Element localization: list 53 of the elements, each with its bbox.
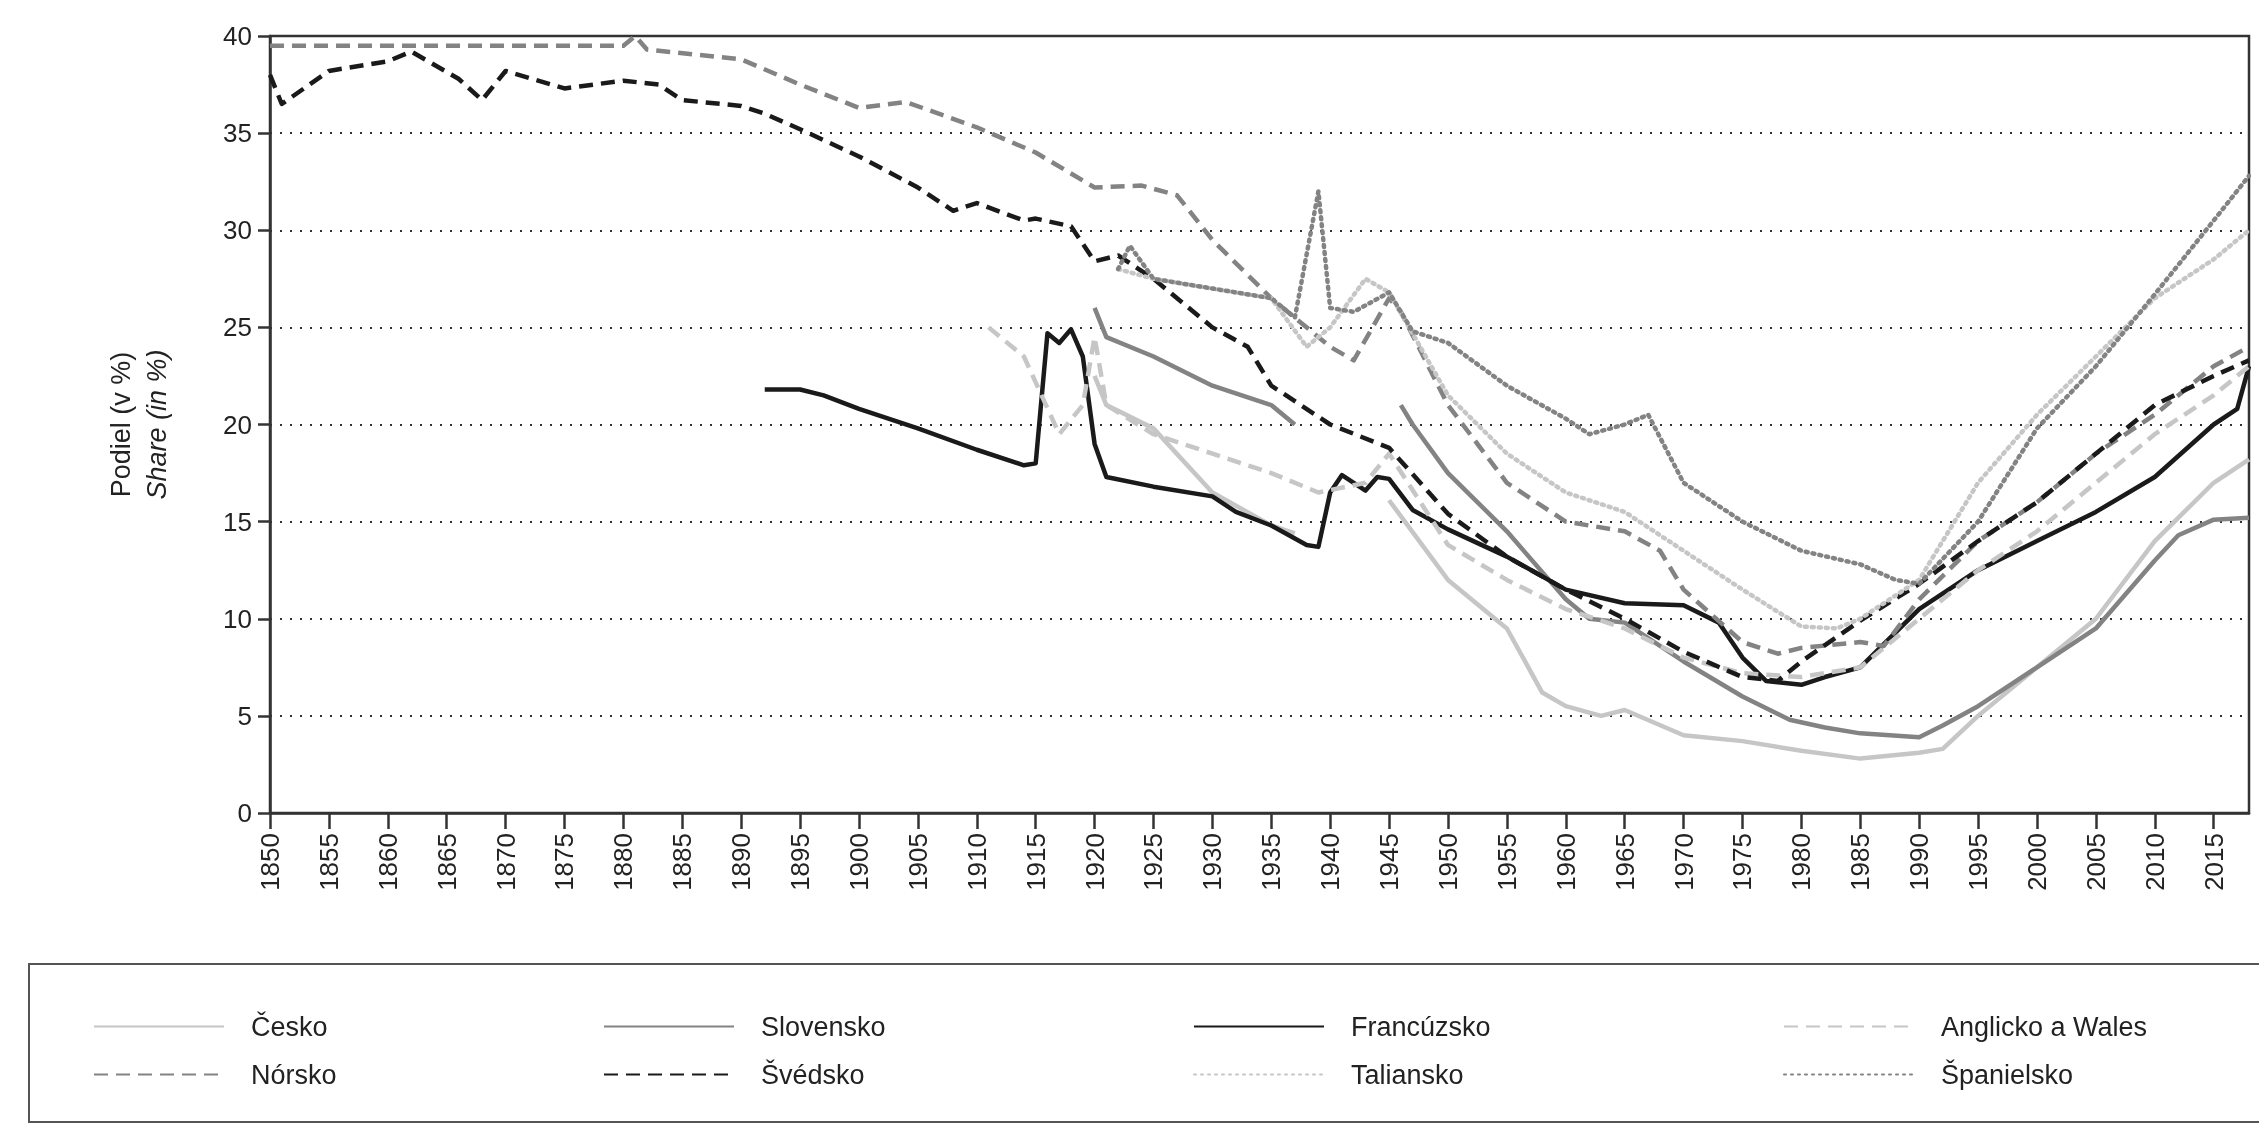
x-tick-label: 1945 (1374, 833, 1405, 891)
y-tick-label: 20 (223, 409, 252, 440)
legend-label: Slovensko (761, 1011, 886, 1042)
x-tick-label: 1865 (431, 833, 462, 891)
x-tick-label: 1880 (608, 833, 639, 891)
y-tick-label: 30 (223, 215, 252, 246)
x-tick-label: 1955 (1491, 833, 1522, 891)
x-tick-label: 1855 (313, 833, 344, 891)
x-tick-label: 1870 (490, 833, 521, 891)
x-tick-label: 1980 (1786, 833, 1817, 891)
x-tick-label: 1910 (961, 833, 992, 891)
x-tick-label: 1885 (667, 833, 698, 891)
legend-label: Francúzsko (1351, 1011, 1491, 1042)
x-tick-label: 1860 (372, 833, 403, 891)
x-tick-label: 1920 (1079, 833, 1110, 891)
legend-label: Taliansko (1351, 1059, 1464, 1090)
x-tick-label: 1925 (1138, 833, 1169, 891)
y-tick-label: 35 (223, 118, 252, 149)
x-tick-label: 1960 (1550, 833, 1581, 891)
x-tick-label: 2000 (2021, 833, 2052, 891)
x-tick-label: 1995 (1963, 833, 1994, 891)
y-tick-label: 10 (223, 603, 252, 634)
legend-label: Anglicko a Wales (1941, 1011, 2148, 1042)
x-tick-label: 1900 (843, 833, 874, 891)
x-tick-label: 1965 (1609, 833, 1640, 891)
x-tick-label: 1975 (1727, 833, 1758, 891)
y-axis-title: Podiel (v %) Share (in %) (106, 349, 172, 500)
legend-label: Nórsko (251, 1059, 337, 1090)
legend-label: Švédsko (761, 1058, 865, 1090)
x-tick-label: 1890 (726, 833, 757, 891)
y-tick-label: 40 (223, 21, 252, 51)
x-tick-label: 1895 (785, 833, 816, 891)
legend-label: Česko (251, 1010, 328, 1042)
x-tick-label: 2010 (2139, 833, 2170, 891)
x-tick-label: 1905 (902, 833, 933, 891)
x-tick-label: 1850 (255, 833, 285, 891)
y-tick-label: 5 (237, 700, 252, 731)
x-tick-label: 1930 (1197, 833, 1228, 891)
x-tick-label: 2015 (2198, 833, 2229, 891)
y-tick-label: 25 (223, 312, 252, 343)
legend-label: Španielsko (1941, 1058, 2074, 1090)
x-tick-label: 1970 (1668, 833, 1699, 891)
x-tick-label: 1875 (549, 833, 580, 891)
x-tick-label: 2005 (2080, 833, 2111, 891)
x-tick-label: 1940 (1315, 833, 1346, 891)
x-tick-label: 1985 (1845, 833, 1876, 891)
x-tick-label: 1990 (1904, 833, 1935, 891)
x-tick-label: 1950 (1432, 833, 1463, 891)
x-tick-label: 1915 (1020, 833, 1051, 891)
x-tick-label: 1935 (1256, 833, 1287, 891)
y-tick-label: 0 (237, 798, 252, 828)
line-series (1115, 228, 2251, 631)
y-tick-label: 15 (223, 506, 252, 537)
